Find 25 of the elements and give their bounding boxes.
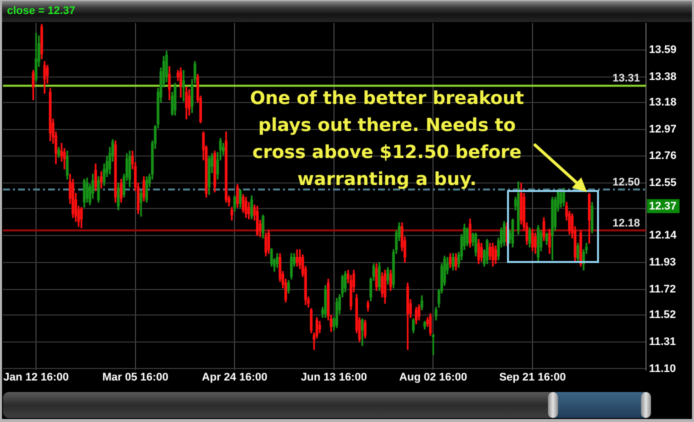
y-tick-label: 12.14 [649,230,678,242]
y-tick-label: 11.93 [649,256,676,268]
y-tick-label: 13.59 [649,44,677,56]
y-tick-label: 12.76 [649,150,677,162]
y-tick-label: 12.55 [649,177,677,190]
ref-line-label: 13.31 [612,72,640,85]
x-tick-label: Aug 02 16:00 [399,372,468,384]
text: close = 12.37 [7,5,76,18]
y-tick-label: 13.38 [649,70,677,83]
y-tick-label: 13.18 [649,96,677,108]
y-tick-label: 11.52 [649,308,676,321]
annotation: One of the better breakout plays out there. Needs to cross above $12.50 before warranting a buy. [249,87,525,192]
y-tick-label: 11.31 [649,336,676,348]
candlestick [182,70,185,102]
x-tick-label: Mar 05 16:00 [102,372,168,384]
y-tick-label: 12.97 [649,123,677,136]
x-tick-label: Apr 24 16:00 [202,372,268,384]
x-tick-label: Sep 21 16:00 [499,372,566,384]
y-tick-label: 11.72 [649,283,676,296]
x-tick-label: Jun 13 16:00 [300,372,367,384]
ref-line-label: 12.18 [612,217,640,230]
x-tick-label: Jan 12 16:00 [3,372,69,384]
y-tick-label: 11.10 [649,362,676,375]
text: 12.37 [649,200,677,213]
ref-line-label: 12.50 [612,176,640,188]
